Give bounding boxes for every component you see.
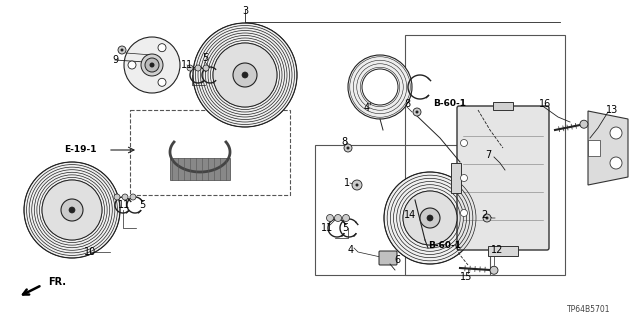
- Circle shape: [124, 37, 180, 93]
- FancyBboxPatch shape: [457, 106, 549, 250]
- Bar: [315, 145, 490, 275]
- Bar: [493, 102, 513, 110]
- Circle shape: [344, 144, 352, 152]
- Circle shape: [427, 215, 433, 221]
- Bar: [451, 163, 461, 193]
- Text: 1: 1: [344, 178, 350, 188]
- Text: 3: 3: [242, 6, 248, 16]
- Text: 4: 4: [364, 103, 370, 113]
- Text: 5: 5: [202, 53, 208, 63]
- Bar: [588, 140, 600, 156]
- Text: TP64B5701: TP64B5701: [566, 306, 610, 315]
- Bar: [130, 110, 290, 195]
- Bar: [405, 35, 565, 275]
- Text: 5: 5: [139, 200, 145, 210]
- Circle shape: [413, 108, 421, 116]
- Circle shape: [384, 172, 476, 264]
- Circle shape: [415, 110, 419, 114]
- FancyBboxPatch shape: [379, 251, 397, 265]
- Circle shape: [118, 46, 126, 54]
- Circle shape: [490, 266, 498, 274]
- Text: 11: 11: [118, 200, 130, 210]
- Bar: [488, 246, 518, 256]
- Circle shape: [114, 194, 120, 200]
- Circle shape: [233, 63, 257, 87]
- Circle shape: [128, 61, 136, 69]
- Circle shape: [348, 55, 412, 119]
- Circle shape: [69, 207, 75, 213]
- Circle shape: [24, 162, 120, 258]
- Text: E-19-1: E-19-1: [64, 145, 96, 154]
- Circle shape: [193, 23, 297, 127]
- Circle shape: [187, 65, 193, 71]
- Polygon shape: [588, 111, 628, 185]
- Circle shape: [610, 127, 622, 139]
- Circle shape: [120, 48, 124, 51]
- Circle shape: [403, 191, 457, 245]
- Circle shape: [195, 65, 201, 71]
- Text: 13: 13: [606, 105, 618, 115]
- Text: B-60-1: B-60-1: [433, 100, 467, 108]
- Text: 10: 10: [84, 247, 96, 257]
- Circle shape: [352, 180, 362, 190]
- Text: 5: 5: [342, 223, 348, 233]
- Text: FR.: FR.: [48, 277, 66, 287]
- Circle shape: [203, 65, 209, 71]
- Text: 8: 8: [404, 99, 410, 109]
- Circle shape: [362, 69, 398, 105]
- Circle shape: [346, 146, 349, 150]
- Text: 6: 6: [394, 255, 400, 265]
- Circle shape: [610, 157, 622, 169]
- Circle shape: [486, 217, 488, 219]
- Circle shape: [461, 174, 467, 182]
- Circle shape: [420, 208, 440, 228]
- Text: 9: 9: [112, 55, 118, 65]
- Text: 11: 11: [321, 223, 333, 233]
- Circle shape: [580, 120, 588, 128]
- Text: 16: 16: [539, 99, 551, 109]
- Circle shape: [130, 194, 136, 200]
- Circle shape: [158, 78, 166, 86]
- Text: 14: 14: [404, 210, 416, 220]
- Circle shape: [326, 214, 333, 221]
- Text: 2: 2: [481, 210, 487, 220]
- Circle shape: [122, 194, 128, 200]
- Text: 15: 15: [460, 272, 472, 282]
- Text: 11: 11: [181, 60, 193, 70]
- Circle shape: [461, 139, 467, 146]
- Text: 8: 8: [341, 137, 347, 147]
- Circle shape: [145, 58, 159, 72]
- Text: 12: 12: [491, 245, 503, 255]
- Circle shape: [342, 214, 349, 221]
- Circle shape: [42, 180, 102, 240]
- Circle shape: [61, 199, 83, 221]
- Circle shape: [150, 63, 154, 68]
- Text: 4: 4: [348, 245, 354, 255]
- Circle shape: [242, 72, 248, 78]
- Circle shape: [158, 44, 166, 52]
- Circle shape: [483, 214, 491, 222]
- Bar: [170, 158, 230, 180]
- Circle shape: [461, 210, 467, 217]
- Circle shape: [335, 214, 342, 221]
- Circle shape: [141, 54, 163, 76]
- Text: B-60-1: B-60-1: [429, 241, 461, 249]
- Text: 7: 7: [485, 150, 491, 160]
- Circle shape: [213, 43, 277, 107]
- Circle shape: [355, 183, 358, 187]
